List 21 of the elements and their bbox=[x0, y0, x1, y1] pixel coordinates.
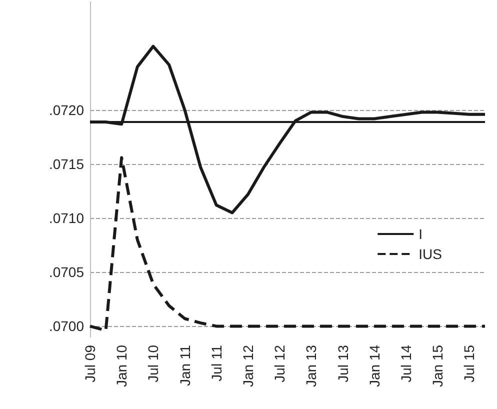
x-tick-label: Jan 12 bbox=[240, 344, 256, 388]
y-tick-label: .0720 bbox=[48, 102, 84, 118]
x-tick-label: Jan 10 bbox=[114, 344, 130, 388]
x-tick-label: Jul 10 bbox=[145, 344, 162, 382]
y-tick-label: .0700 bbox=[48, 318, 84, 334]
x-tick-label: Jan 15 bbox=[430, 344, 446, 388]
x-tick-label: Jul 12 bbox=[272, 344, 288, 382]
x-tick-label: Jan 13 bbox=[303, 344, 320, 388]
x-tick-label: Jul 11 bbox=[208, 344, 224, 382]
line-series bbox=[88, 156, 486, 332]
legend-label: IUS bbox=[418, 246, 442, 262]
y-tick-label: .0715 bbox=[48, 156, 84, 172]
x-tick-label: Jan 11 bbox=[176, 344, 193, 386]
x-tick-label: Jul 09 bbox=[82, 344, 98, 382]
y-tick-label: .0710 bbox=[48, 210, 84, 226]
x-tick-label: Jan 14 bbox=[366, 344, 382, 388]
y-tick-label: .0705 bbox=[48, 264, 84, 280]
x-tick-label: Jul 14 bbox=[398, 344, 414, 382]
legend-label: I bbox=[418, 226, 423, 242]
x-tick-label: Jul 15 bbox=[461, 344, 478, 382]
x-tick-label: Jul 13 bbox=[334, 344, 351, 382]
